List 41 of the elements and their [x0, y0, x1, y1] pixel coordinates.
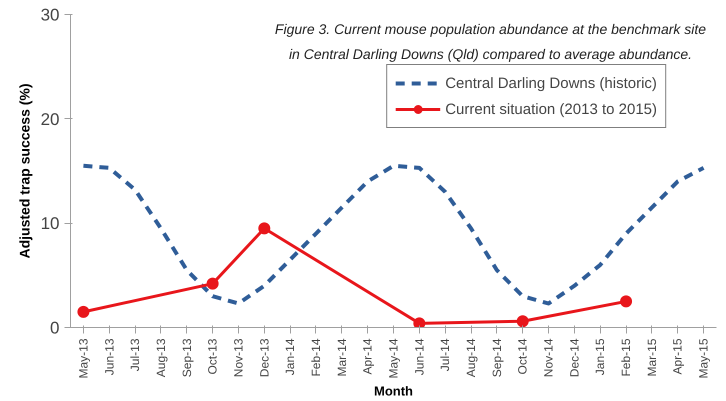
x-tick-label: Jul-14 [438, 338, 452, 372]
x-tick-label: May-14 [386, 338, 400, 379]
y-axis-title: Adjusted trap success (%) [16, 83, 33, 259]
x-tick-label: Feb-14 [308, 338, 323, 377]
x-tick-label: Dec-14 [567, 338, 582, 378]
x-tick-label: Jun-13 [102, 338, 116, 376]
text: Figure 3. Current mouse population abundance at the benchmark site in Central Darling Downs (Qld) compared to average abundance. [274, 20, 706, 62]
x-tick-label: Jan-14 [283, 338, 298, 376]
x-tick-label: May-15 [696, 338, 711, 379]
x-tick-label: Apr-14 [360, 338, 375, 375]
x-tick-label: Sep-14 [490, 338, 504, 378]
y-tick-label: 30 [40, 6, 60, 24]
point [516, 315, 529, 328]
point [258, 222, 270, 234]
x-tick-label: May-13 [76, 338, 90, 379]
y-tick-label: 0 [50, 318, 60, 338]
x-tick-label: Apr-15 [670, 338, 685, 375]
line-series [81, 164, 706, 306]
x-tick-label: Oct-14 [516, 338, 530, 375]
legend-label: Central Darling Downs (historic) [445, 74, 657, 92]
x-tick-label: Aug-13 [154, 338, 168, 378]
point [77, 306, 90, 318]
point [413, 317, 426, 328]
x-tick-label: Mar-14 [334, 338, 349, 377]
x-tick-label: Aug-14 [464, 338, 478, 378]
x-tick-label: Jun-14 [412, 338, 426, 376]
x-tick-label: Jan-15 [593, 338, 608, 376]
point [206, 278, 219, 290]
point [620, 295, 632, 308]
x-tick-label: Jul-13 [128, 338, 142, 372]
legend-label: Current situation (2013 to 2015) [445, 100, 657, 118]
x-tick-label: Mar-15 [644, 338, 659, 377]
y-tick-label: 20 [40, 110, 60, 129]
x-tick-label: Feb-15 [619, 338, 634, 377]
y-tick-label: 10 [40, 214, 60, 234]
x-tick-label: Nov-13 [231, 338, 246, 378]
x-axis-title: Month [374, 384, 414, 399]
x-tick-label: Sep-13 [180, 338, 194, 378]
x-tick-label: Nov-14 [542, 338, 556, 378]
x-tick-label: Oct-13 [206, 338, 220, 375]
x-tick-label: Dec-13 [257, 338, 272, 378]
